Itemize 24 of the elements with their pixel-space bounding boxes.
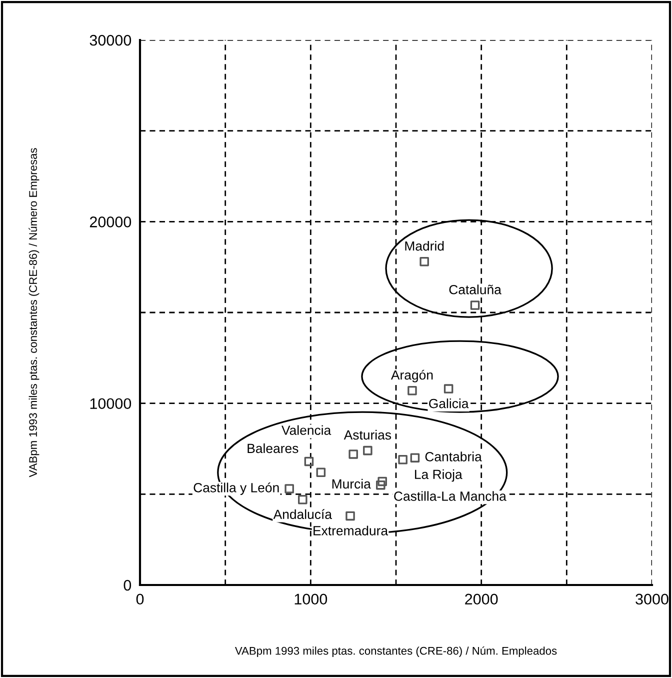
annotation: Galicia: [429, 398, 469, 408]
annotation: Andalucía: [273, 509, 332, 520]
annotation: Asturias: [344, 430, 392, 440]
y-tick-label: 30000: [90, 34, 132, 46]
annotation: Castilla-La Mancha: [394, 491, 506, 501]
annotation: Extremadura: [314, 526, 388, 536]
y-tick-label: 10000: [90, 398, 132, 410]
y-tick-label: 0: [124, 580, 132, 591]
annotation: Madrid: [405, 241, 444, 251]
y-axis-title: VABpm 1993 miles ptas. constantes (CRE-86) / Número Empresas: [28, 148, 40, 478]
x-tick-label: 1000: [294, 594, 328, 605]
x-axis-title: VABpm 1993 miles ptas. constantes (CRE-86) / Núm. Empleados: [234, 646, 557, 657]
annotation: La Rioja: [415, 469, 462, 482]
annotation: Cantabria: [425, 452, 482, 462]
annotation: Aragón: [390, 370, 433, 382]
annotation: Cataluña: [449, 284, 502, 294]
annotation: Valencia: [282, 425, 332, 435]
x-tick-label: 2000: [465, 594, 498, 605]
x-tick-label: 3000: [636, 594, 668, 605]
annotation: Baleares: [248, 443, 298, 454]
annotation: Castilla y León: [194, 482, 279, 495]
x-tick-label: 0: [136, 594, 144, 605]
annotation: Murcia: [332, 478, 371, 489]
y-tick-label: 20000: [90, 216, 132, 228]
